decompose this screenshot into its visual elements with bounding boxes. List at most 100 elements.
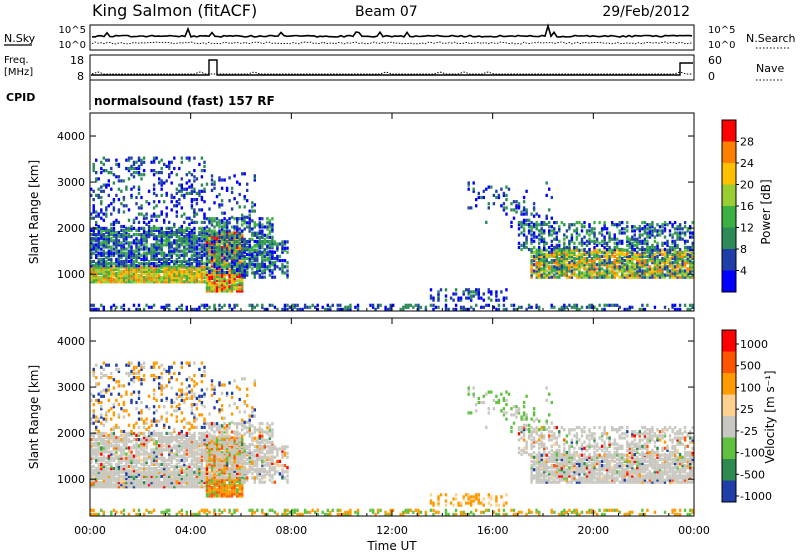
power-cell xyxy=(127,280,131,284)
power-cell xyxy=(203,262,206,266)
power-cell xyxy=(626,259,629,263)
power-cell xyxy=(535,250,538,254)
power-cell xyxy=(135,274,138,278)
power-cell xyxy=(253,174,256,178)
power-cell xyxy=(175,245,178,249)
power-cell xyxy=(651,271,654,275)
power-cell xyxy=(180,239,183,243)
power-cell xyxy=(678,275,682,279)
velocity-cell xyxy=(120,433,123,437)
power-cell xyxy=(213,233,216,237)
velocity-cell xyxy=(145,442,148,446)
power-cell xyxy=(477,191,480,195)
power-cell xyxy=(175,265,178,269)
power-cell xyxy=(115,280,118,284)
velocity-cell xyxy=(122,476,126,481)
power-cell xyxy=(160,212,163,216)
velocity-cell xyxy=(158,464,161,469)
power-cell xyxy=(251,260,254,264)
power-cell xyxy=(505,206,508,210)
power-cell xyxy=(678,231,682,235)
velocity-cell xyxy=(110,431,113,435)
velocity-cell xyxy=(130,485,133,489)
power-cell xyxy=(681,275,684,279)
power-cell xyxy=(535,256,538,261)
velocity-cell xyxy=(195,444,199,448)
power-cell xyxy=(95,276,98,280)
power-cell xyxy=(152,280,156,284)
velocity-cell xyxy=(142,448,146,452)
velocity-cell xyxy=(200,472,204,476)
power-cell xyxy=(616,252,619,256)
velocity-cell xyxy=(140,452,143,456)
power-cell xyxy=(666,265,669,269)
velocity-cell xyxy=(117,483,121,487)
power-cell xyxy=(110,278,113,282)
power-cell xyxy=(691,265,694,269)
power-cell xyxy=(253,271,256,275)
power-cell xyxy=(475,292,478,296)
power-cell xyxy=(671,245,674,250)
velocity-cell xyxy=(120,483,123,487)
velocity-cell xyxy=(150,458,153,462)
power-cell xyxy=(525,212,528,216)
power-cell xyxy=(583,247,586,252)
power-cell xyxy=(122,233,126,237)
power-cell xyxy=(555,263,558,267)
power-cell xyxy=(613,265,616,269)
power-cell xyxy=(198,276,201,280)
power-cell xyxy=(145,233,148,237)
power-cell xyxy=(160,253,163,257)
power-cell xyxy=(480,296,483,300)
power-cell xyxy=(668,273,672,277)
power-cell xyxy=(605,263,609,267)
power-cell xyxy=(467,296,470,300)
power-cell xyxy=(142,247,146,251)
power-cell xyxy=(691,305,694,309)
power-cell xyxy=(205,245,209,250)
power-cell xyxy=(107,193,110,197)
power-cell xyxy=(666,239,669,243)
power-cell xyxy=(686,259,689,263)
power-cell xyxy=(668,259,672,263)
power-cell xyxy=(218,266,221,270)
power-cell xyxy=(626,221,629,225)
velocity-cell xyxy=(127,454,131,458)
velocity-cell xyxy=(115,454,118,458)
velocity-cell xyxy=(183,442,186,446)
power-cell xyxy=(145,276,148,280)
power-cell xyxy=(575,307,579,311)
velocity-cell xyxy=(137,472,141,476)
power-cell xyxy=(663,252,667,256)
power-cell xyxy=(200,198,204,202)
power-cell xyxy=(90,249,93,253)
power-cell xyxy=(170,241,173,245)
power-cell xyxy=(155,226,158,230)
power-cell xyxy=(691,231,694,235)
velocity-cell xyxy=(127,464,131,469)
power-cell xyxy=(203,276,206,280)
velocity-cell xyxy=(203,479,206,483)
power-cell xyxy=(271,223,274,227)
power-cell xyxy=(168,237,171,241)
power-cell xyxy=(281,267,284,271)
power-cell xyxy=(158,233,161,237)
power-cell xyxy=(195,241,199,245)
power-cell xyxy=(276,307,279,311)
power-cell xyxy=(115,158,118,162)
power-cell xyxy=(631,269,634,273)
power-cell xyxy=(233,197,236,201)
power-cell xyxy=(271,254,274,258)
velocity-cell xyxy=(125,442,128,446)
power-cell xyxy=(180,276,183,280)
power-cell xyxy=(306,305,309,309)
power-cell xyxy=(200,303,204,307)
power-cell xyxy=(97,251,100,255)
power-cell xyxy=(621,221,624,225)
power-cell xyxy=(147,235,151,239)
power-cell xyxy=(535,225,538,229)
power-cell xyxy=(102,276,105,280)
power-cell xyxy=(218,303,221,307)
power-cell xyxy=(180,206,183,210)
power-cell xyxy=(208,276,211,281)
